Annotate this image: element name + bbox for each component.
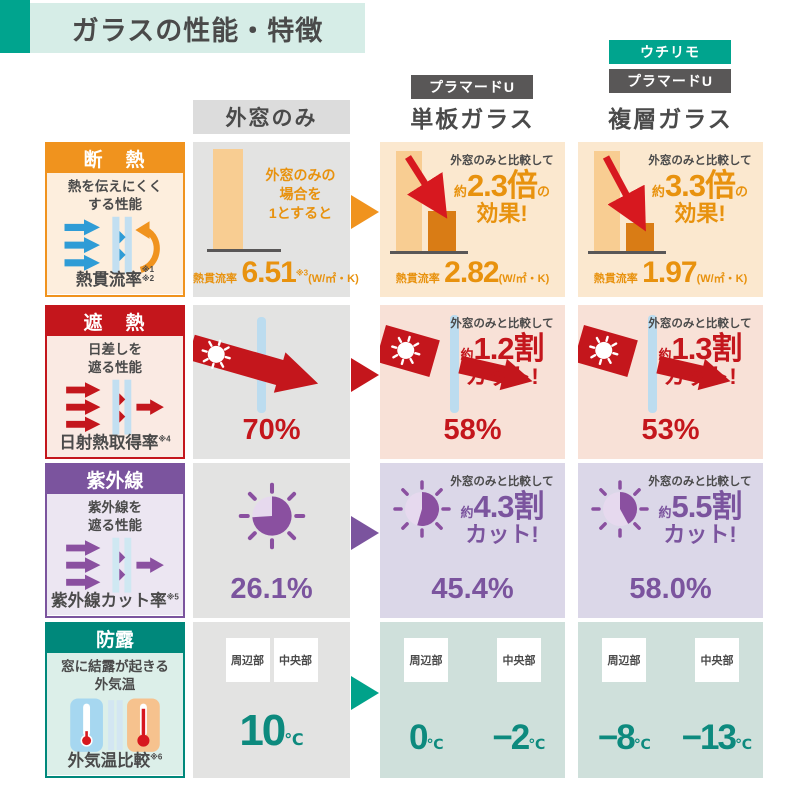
shading-value-double: 53% [641,414,700,446]
cell-shading-single: 外窓のみと比較して 約1.2割 カット! 58% [380,305,565,459]
condensation-values-double: −8℃ −13℃ [597,718,752,757]
shading-value-single: 58% [443,414,502,446]
condensation-value-outer: 10℃ [239,706,304,755]
uv-value-outer: 26.1% [230,573,313,605]
center-label: 中央部 [273,638,318,682]
uv-desc: 紫外線を 遮る性能 [88,500,142,533]
u-value-single: 熱貫流率 2.82(W/㎡・K) [395,256,550,289]
bar-chart-outer-icon [207,149,281,252]
condensation-zone-labels: 周辺部 中央部 [578,638,763,682]
condensation-zone-labels: 周辺部 中央部 [193,638,350,682]
condensation-title: 防露 [47,624,183,653]
flow-arrow-uv-icon [351,516,379,550]
sun-arrow-graphic-cut [578,315,731,413]
condensation-icon [70,698,160,752]
compare-uv-double: 外窓のみと比較して 約5.5割 カット! [648,476,752,547]
cell-shading-outer: 70% [193,305,350,459]
title-accent-square [0,0,30,53]
sun-pie-icon [393,480,451,538]
uv-title: 紫外線 [47,465,183,494]
edge-label: 周辺部 [404,638,448,682]
insulation-icon [64,216,160,274]
cell-insulation-outer: 外窓のみの 場合を 1とすると 熱貫流率 6.51※3(W/㎡・K) [193,142,359,297]
cell-shading-double: 外窓のみと比較して 約1.3割 カット! 53% [578,305,763,459]
bar-chart-single-icon [390,151,468,254]
plamade-u-badge-double: プラマードU [609,69,731,93]
cell-uv-single: 外窓のみと比較して 約4.3割 カット! 45.4% [380,463,565,618]
insulation-desc: 熱を伝えにくく する性能 [67,179,163,212]
row-label-uv: 紫外線 紫外線を 遮る性能 紫外線カット率※5 [45,463,185,618]
row-label-shading: 遮 熱 日差しを 遮る性能 日射熱取得率※4 [45,305,185,459]
u-value-outer: 熱貫流率 6.51※3(W/㎡・K) [193,256,359,289]
compare-insulation-double: 外窓のみと比較して 約3.3倍の 効果! [648,155,752,226]
uchirimo-badge: ウチリモ [609,40,731,64]
column-header-outer-only: 外窓のみ [193,100,350,134]
compare-insulation-single: 外窓のみと比較して 約2.3倍の 効果! [450,155,554,226]
edge-label: 周辺部 [225,638,270,682]
cell-insulation-single: 外窓のみと比較して 約2.3倍の 効果! 熱貫流率 2.82(W/㎡・K) [380,142,565,297]
column-header-single-glass: 単板ガラス [410,106,535,132]
shading-title: 遮 熱 [47,307,183,336]
sun-arrow-graphic [193,317,319,413]
uv-metric-label: 紫外線カット率※5 [51,592,179,610]
condensation-desc: 窓に結露が起きる 外気温 [61,659,169,692]
flow-arrow-insulation-icon [351,195,379,229]
cell-condensation-outer: 周辺部 中央部 10℃ [193,622,350,778]
insulation-metric-label: 熱貫流率 ※1 ※2 [75,265,155,289]
cell-condensation-single: 周辺部 中央部 0℃ −2℃ [380,622,565,778]
cell-condensation-double: 周辺部 中央部 −8℃ −13℃ [578,622,763,778]
sun-pie-icon [591,480,649,538]
edge-label: 周辺部 [602,638,646,682]
cell-insulation-double: 外窓のみと比較して 約3.3倍の 効果! 熱貫流率 1.97(W/㎡・K) [578,142,763,297]
flow-arrow-shading-icon [351,358,379,392]
column-header-double-glass: 複層ガラス [608,106,733,132]
u-value-double: 熱貫流率 1.97(W/㎡・K) [593,256,748,289]
shading-metric-label: 日射熱取得率※4 [59,434,171,452]
insulation-title: 断 熱 [47,144,183,173]
sun-pie-icon [238,482,305,550]
condensation-values-single: 0℃ −2℃ [409,718,546,757]
uv-icon [66,537,164,593]
outer-baseline-caption: 外窓のみの 場合を 1とすると [265,167,336,221]
uv-value-double: 58.0% [629,573,712,605]
shading-value-outer: 70% [242,414,301,446]
flow-arrow-condensation-icon [351,676,379,710]
cell-uv-double: 外窓のみと比較して 約5.5割 カット! 58.0% [578,463,763,618]
center-label: 中央部 [695,638,739,682]
heat-shield-icon [66,379,164,435]
plamade-u-badge-single: プラマードU [411,75,533,99]
row-label-condensation: 防露 窓に結露が起きる 外気温 外気温比較※6 [45,622,185,778]
compare-uv-single: 外窓のみと比較して 約4.3割 カット! [450,476,554,547]
row-label-insulation: 断 熱 熱を伝えにくく する性能 熱貫流率 ※1 ※2 [45,142,185,297]
sun-arrow-graphic-cut [380,315,533,413]
cell-uv-outer: 26.1% [193,463,350,618]
condensation-metric-label: 外気温比較※6 [67,752,163,770]
compare-shading-double: 外窓のみと比較して 約1.3割 カット! [648,318,752,389]
condensation-zone-labels: 周辺部 中央部 [380,638,565,682]
uv-value-single: 45.4% [431,573,514,605]
shading-desc: 日差しを 遮る性能 [88,342,142,375]
bar-chart-double-icon [588,151,666,254]
page-title: ガラスの性能・特徴 [30,3,365,53]
center-label: 中央部 [497,638,541,682]
compare-shading-single: 外窓のみと比較して 約1.2割 カット! [450,318,554,389]
